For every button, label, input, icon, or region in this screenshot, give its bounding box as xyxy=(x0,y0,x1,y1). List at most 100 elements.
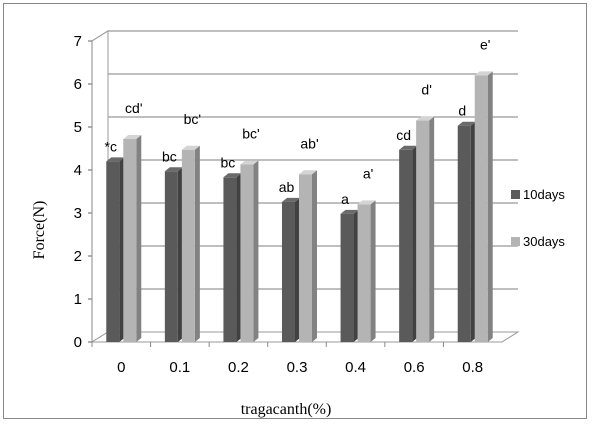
bar-data-label: d xyxy=(458,103,466,119)
y-tick-label: 3 xyxy=(74,205,82,222)
bar-front xyxy=(106,161,120,342)
bar-data-label: bc' xyxy=(184,111,201,127)
x-tick-label: 0.4 xyxy=(345,359,366,376)
bar-front xyxy=(340,213,354,342)
x-tick-label: 0.3 xyxy=(287,359,308,376)
bar-side xyxy=(177,167,183,342)
bar-data-label: d' xyxy=(421,82,431,98)
bar-top xyxy=(123,135,142,140)
bar xyxy=(240,160,259,342)
legend-swatch xyxy=(511,237,520,246)
y-tick-label: 0 xyxy=(74,334,82,351)
bar-top xyxy=(282,197,300,202)
bar-top xyxy=(399,145,418,150)
y-tick-label: 1 xyxy=(74,291,82,308)
bar-top xyxy=(416,116,435,121)
bar-side xyxy=(119,157,125,342)
bar xyxy=(340,209,359,342)
bar-side xyxy=(370,200,376,342)
bar xyxy=(299,170,317,342)
x-tick-label: 0 xyxy=(117,359,125,376)
bar-labels: *c cd' bc bc' bc bc' ab ab' a a' cd d' d e' xyxy=(105,36,491,206)
bar-side xyxy=(353,209,359,342)
gridline xyxy=(91,159,518,171)
bar xyxy=(164,167,183,342)
bar-top xyxy=(240,160,259,165)
bar-side xyxy=(194,145,200,342)
bar-front xyxy=(416,120,430,342)
y-tick-label: 4 xyxy=(74,162,82,179)
bar-data-label: bc xyxy=(162,148,177,164)
bar-data-label: bc' xyxy=(242,125,259,141)
x-axis-title: tragacanth(%) xyxy=(241,401,332,418)
y-tick-label: 6 xyxy=(74,76,82,93)
bar-front xyxy=(357,204,371,342)
gridline xyxy=(91,73,518,85)
bar xyxy=(282,197,300,342)
bar-top xyxy=(181,145,200,150)
x-tick-label: 0.1 xyxy=(169,359,190,376)
bar xyxy=(399,145,418,342)
gridline xyxy=(91,116,518,128)
x-tick-label: 0.2 xyxy=(228,359,249,376)
bar-side xyxy=(236,173,242,342)
bar-front xyxy=(164,171,178,342)
legend-item: 30days xyxy=(511,234,565,249)
y-axis-title: Force(N) xyxy=(31,201,48,260)
bar-side xyxy=(295,197,300,342)
bar-data-label: ab' xyxy=(300,135,318,151)
bar-side xyxy=(487,71,493,343)
bar-side xyxy=(312,170,317,342)
legend: 10days 30days xyxy=(511,187,565,249)
bar-data-label: ab xyxy=(279,179,295,195)
bar xyxy=(123,135,142,342)
bar-side xyxy=(470,121,476,343)
legend-item: 10days xyxy=(511,187,565,202)
bar-top xyxy=(164,167,183,172)
y-tick-label: 7 xyxy=(74,33,82,50)
legend-label: 30days xyxy=(523,234,565,249)
y-tick-label: 5 xyxy=(74,119,82,136)
gridline xyxy=(91,30,518,42)
bar-front xyxy=(240,164,254,342)
bar-data-label: *c xyxy=(105,138,117,154)
legend-label: 10days xyxy=(523,187,565,202)
bar-top xyxy=(357,200,376,205)
bar-data-label: a' xyxy=(363,165,373,181)
bar-data-label: a xyxy=(341,191,349,207)
bar-front xyxy=(123,139,137,342)
bar-top xyxy=(106,157,125,162)
bar-data-label: cd' xyxy=(125,100,142,116)
bar-side xyxy=(253,160,259,342)
legend-swatch xyxy=(511,190,520,199)
bar xyxy=(106,157,125,342)
bar-front xyxy=(457,125,471,343)
bar-front xyxy=(299,174,312,342)
bar-front xyxy=(282,201,295,342)
bar-side xyxy=(136,135,142,342)
bar-top xyxy=(457,121,476,126)
bar-front xyxy=(474,75,488,343)
bar xyxy=(181,145,200,342)
bar-top xyxy=(474,71,493,76)
bar xyxy=(457,121,476,343)
bar-front xyxy=(399,149,413,342)
bar xyxy=(474,71,493,343)
bar-top xyxy=(223,173,242,178)
bar-side xyxy=(412,145,418,342)
bar xyxy=(416,116,435,342)
bar xyxy=(223,173,242,342)
bar-top xyxy=(340,209,359,214)
bar xyxy=(357,200,376,342)
y-tick-label: 2 xyxy=(74,248,82,265)
bar-side xyxy=(429,116,435,342)
bars xyxy=(106,71,493,343)
bar-front xyxy=(181,149,195,342)
bar-data-label: cd xyxy=(396,127,411,143)
bar-data-label: e' xyxy=(480,36,490,52)
bar-data-label: bc xyxy=(221,154,236,170)
x-tick-label: 0.8 xyxy=(462,359,483,376)
x-tick-label: 0.6 xyxy=(404,359,425,376)
bar-front xyxy=(223,177,237,342)
